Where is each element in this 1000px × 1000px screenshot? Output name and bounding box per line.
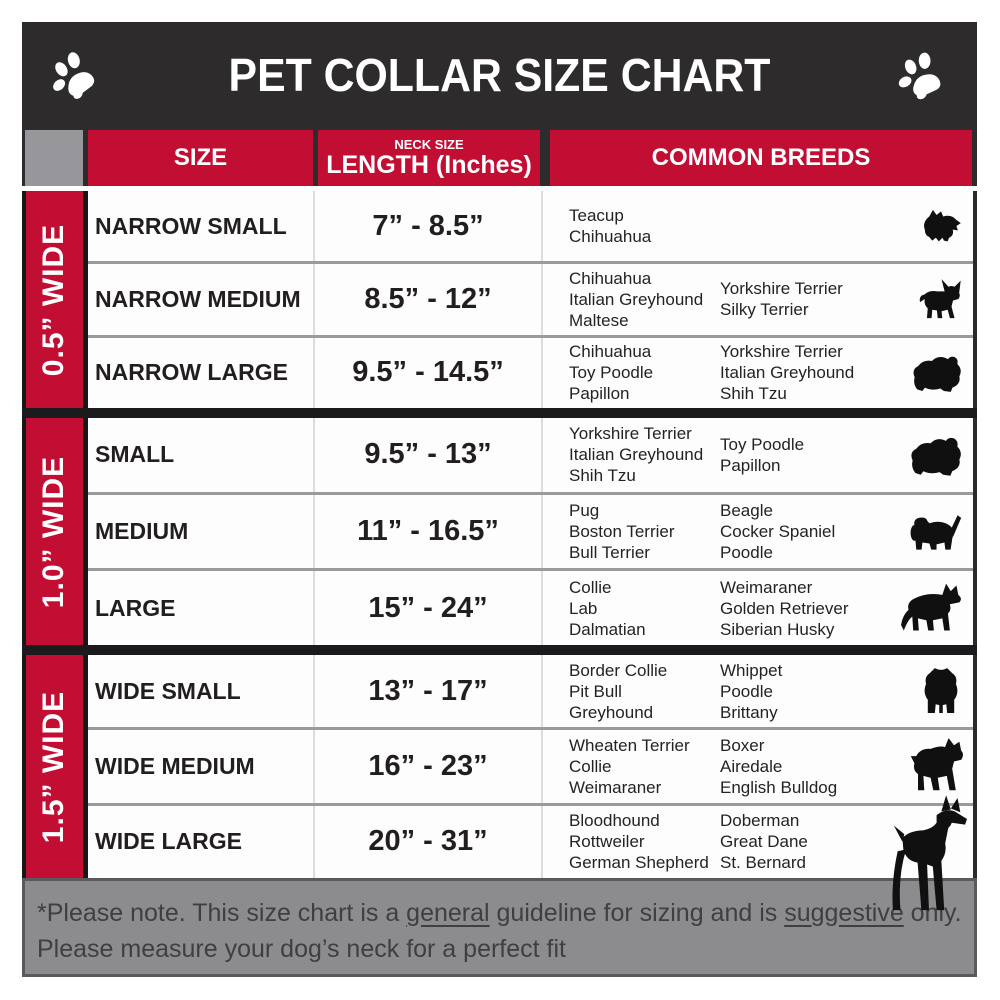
pit-bull-icon [909,738,963,794]
table-row: LARGE 15” - 24” Collie Lab Dalmatian Wei… [88,568,973,646]
neck-size-label: NECK SIZE [394,137,464,152]
width-label: 1.5” WIDE [37,690,71,843]
width-label: 1.0” WIDE [37,455,71,608]
breeds-column-2: Beagle Cocker Spaniel Poodle [720,501,836,562]
width-spine: 1.5” WIDE [22,655,88,878]
group-divider [22,645,977,655]
breeds-cell: Border Collie Pit Bull Greyhound Whippet… [543,655,973,727]
chart-sheet: PET COLLAR SIZE CHART SIZE NECK SIZE LEN… [22,22,977,977]
table-row: NARROW SMALL 7” - 8.5” Teacup Chihuahua [88,191,973,262]
neck-size-cell: 8.5” - 12” [315,264,543,335]
breeds-column-1: Teacup Chihuahua [569,206,652,247]
width-label: 0.5” WIDE [37,223,71,376]
width-spine: 1.0” WIDE [22,418,88,645]
group-rows: SMALL 9.5” - 13” Yorkshire Terrier Itali… [88,418,977,646]
breeds-cell: Chihuahua Italian Greyhound Maltese York… [543,264,973,334]
width-group-0-5: 0.5” WIDE NARROW SMALL 7” - 8.5” Teacup … [22,191,977,408]
breeds-column-1: Chihuahua Toy Poodle Papillon [569,342,654,404]
footnote-line-1: *Please note. This size chart is a gener… [37,895,964,931]
neck-size-cell: 7” - 8.5” [315,191,543,262]
size-cell: SMALL [88,418,315,492]
size-cell: WIDE MEDIUM [88,730,315,803]
breeds-cell: Chihuahua Toy Poodle Papillon Yorkshire … [543,338,973,408]
column-header-common-breeds: COMMON BREEDS [550,130,972,186]
column-header-size: SIZE [88,130,313,186]
breeds-column-2: Yorkshire Terrier Italian Greyhound Shih… [720,342,855,404]
paw-icon [42,43,103,106]
breeds-column-1: Collie Lab Dalmatian [569,577,646,639]
group-divider [22,408,977,418]
size-cell: NARROW LARGE [88,337,315,408]
breeds-column-2: Whippet Poodle Brittany [720,660,783,722]
table-row: NARROW MEDIUM 8.5” - 12” Chihuahua Itali… [88,261,973,335]
title-bar: PET COLLAR SIZE CHART SIZE NECK SIZE LEN… [22,22,977,186]
neck-size-cell: 9.5” - 14.5” [315,337,543,408]
group-rows: WIDE SMALL 13” - 17” Border Collie Pit B… [88,655,977,911]
breeds-column-1: Chihuahua Italian Greyhound Maltese [569,268,704,330]
size-cell: WIDE LARGE [88,805,315,878]
shih-tzu-icon [911,351,963,394]
table-row: SMALL 9.5” - 13” Yorkshire Terrier Itali… [88,418,973,492]
table-row: NARROW LARGE 9.5” - 14.5” Chihuahua Toy … [88,334,973,408]
breeds-column-2: Doberman Great Dane St. Bernard [720,811,808,873]
table-row: WIDE MEDIUM 16” - 23” Wheaten Terrier Co… [88,727,973,803]
bulldog-icon [919,666,963,716]
footnote-line-2: Please measure your dog’s neck for a per… [37,935,566,963]
breeds-column-2: Toy Poodle Papillon [720,434,805,475]
breeds-column-2: Weimaraner Golden Retriever Siberian Hus… [720,577,849,639]
chihuahua-icon [917,276,963,322]
header-gap [22,186,977,191]
column-header-neck-size-length: NECK SIZE LENGTH (Inches) [318,130,540,186]
breeds-column-2: Boxer Airedale English Bulldog [720,735,838,797]
paw-icon [892,44,950,104]
neck-size-cell: 20” - 31” [315,805,543,878]
yorkshire-terrier-icon [919,208,963,245]
german-shepherd-icon [901,582,963,635]
breeds-column-1: Pug Boston Terrier Bull Terrier [569,501,675,562]
breeds-cell: Yorkshire Terrier Italian Greyhound Shih… [543,418,973,492]
breeds-cell: Collie Lab Dalmatian Weimaraner Golden R… [543,571,973,645]
breeds-column-1: Yorkshire Terrier Italian Greyhound Shih… [569,424,704,486]
table-row: WIDE SMALL 13” - 17” Border Collie Pit B… [88,655,973,728]
beagle-icon [903,510,963,554]
breeds-cell: Pug Boston Terrier Bull Terrier Beagle C… [543,495,973,569]
size-cell: NARROW MEDIUM [88,264,315,335]
spine-header-block [25,130,83,186]
neck-size-cell: 13” - 17” [315,655,543,728]
doberman-icon [891,794,967,918]
group-rows: NARROW SMALL 7” - 8.5” Teacup Chihuahua … [88,191,977,408]
neck-size-cell: 16” - 23” [315,730,543,803]
footnote-underlined-word: general [406,899,490,927]
breeds-column-1: Bloodhound Rottweiler German Shepherd [569,811,709,873]
footnote-underlined-word: suggestive [784,899,904,927]
breeds-cell: Teacup Chihuahua [543,191,973,261]
neck-size-cell: 9.5” - 13” [315,418,543,492]
page-title: PET COLLAR SIZE CHART [228,49,771,101]
width-group-1-5: 1.5” WIDE WIDE SMALL 13” - 17” Border Co… [22,655,977,911]
breeds-cell: Bloodhound Rottweiler German Shepherd Do… [543,795,973,911]
table-row: MEDIUM 11” - 16.5” Pug Boston Terrier Bu… [88,491,973,569]
pekingese-icon [909,432,963,477]
breeds-column-2: Yorkshire Terrier Silky Terrier [720,279,843,320]
size-cell: MEDIUM [88,494,315,569]
neck-size-cell: 15” - 24” [315,571,543,646]
size-cell: LARGE [88,571,315,646]
breeds-column-1: Border Collie Pit Bull Greyhound [569,660,668,722]
width-group-1-0: 1.0” WIDE SMALL 9.5” - 13” Yorkshire Ter… [22,418,977,646]
size-cell: NARROW SMALL [88,191,315,262]
breeds-cell: Wheaten Terrier Collie Weimaraner Boxer … [543,730,973,802]
length-label: LENGTH (Inches) [326,151,532,179]
neck-size-cell: 11” - 16.5” [315,494,543,569]
table-row: WIDE LARGE 20” - 31” Bloodhound Rottweil… [88,795,973,911]
footnote-text: guideline for sizing and is [489,899,785,927]
size-cell: WIDE SMALL [88,655,315,728]
footnote: *Please note. This size chart is a gener… [22,878,977,977]
breeds-column-1: Wheaten Terrier Collie Weimaraner [569,735,690,797]
footnote-text: *Please note. This size chart is a [37,899,407,927]
width-spine: 0.5” WIDE [22,191,88,408]
